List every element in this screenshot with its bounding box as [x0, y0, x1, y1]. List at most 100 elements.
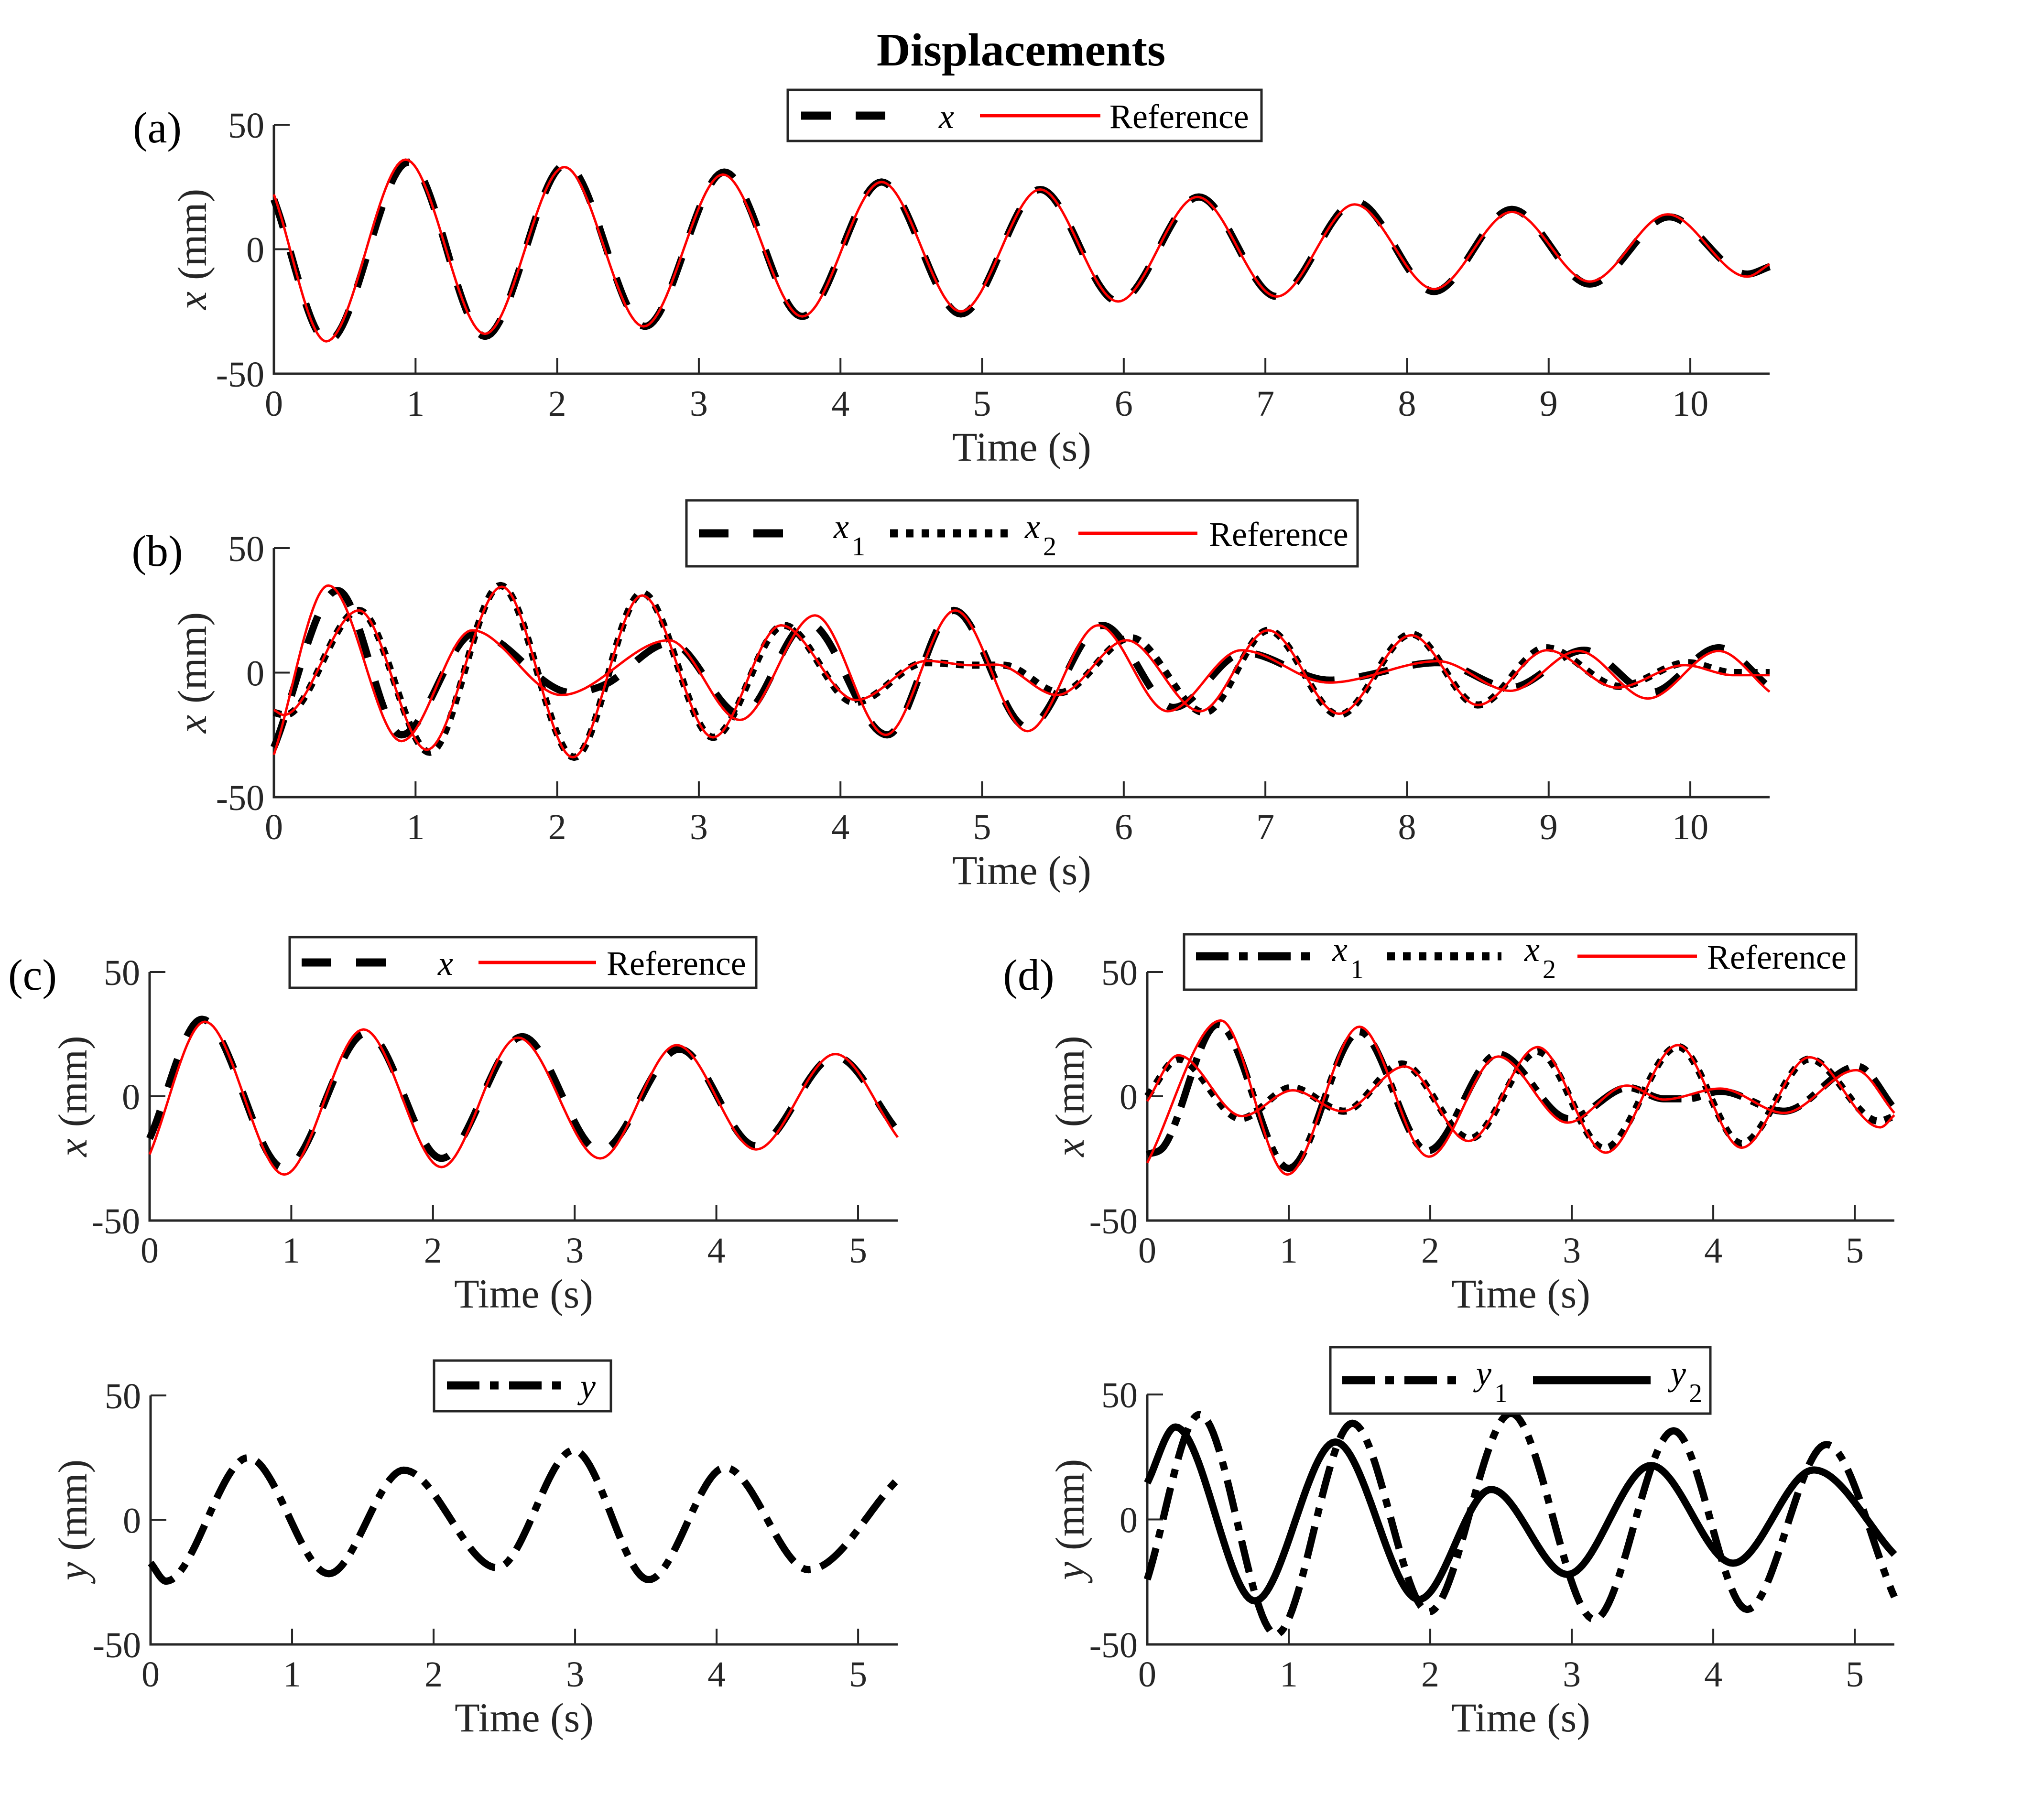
y-axis-label: x (mm)	[169, 189, 215, 311]
y-axis-label: y (mm)	[1047, 1459, 1093, 1584]
x-tick-label: 0	[141, 1654, 160, 1695]
x-tick-label: 0	[265, 807, 283, 847]
series-dotted-line	[271, 582, 1772, 761]
y-axis-label: y (mm)	[50, 1459, 96, 1584]
legend-label: x2	[1524, 930, 1556, 984]
x-tick-label: 5	[849, 1231, 867, 1271]
legend-label: Reference	[1109, 97, 1249, 136]
y-axis-label-variable: x	[1047, 1138, 1093, 1157]
legend-label-subscript: 2	[1543, 955, 1556, 984]
y-tick-label: 0	[122, 1077, 140, 1117]
y-tick-label: 0	[1120, 1077, 1138, 1117]
legend: y	[433, 1359, 612, 1413]
panel-label: (b)	[131, 527, 183, 575]
x-tick-label: 3	[1563, 1654, 1581, 1695]
legend-label-subscript: 1	[852, 532, 865, 562]
x-axis-label: Time (s)	[952, 424, 1091, 470]
y-tick-label: 50	[228, 106, 264, 146]
x-tick-label: 8	[1398, 384, 1416, 424]
legend-label: Reference	[1209, 515, 1348, 553]
x-tick-label: 4	[707, 1231, 726, 1271]
y-tick-label: -50	[92, 1201, 140, 1242]
x-tick-label: 9	[1540, 807, 1558, 847]
y-tick-label: -50	[1089, 1201, 1138, 1242]
x-tick-label: 2	[424, 1231, 442, 1271]
y-axis-label-unit: (mm)	[1047, 1459, 1093, 1550]
legend-label-subscript: 1	[1350, 955, 1364, 984]
legend-box	[1183, 933, 1858, 991]
legend-label-text: y	[1667, 1354, 1686, 1393]
legend-entry: x1	[699, 508, 865, 562]
y-axis-label-variable: x	[169, 292, 215, 311]
legend-label: y2	[1667, 1354, 1702, 1408]
x-tick-label: 1	[406, 384, 424, 424]
legend-entry: Reference	[980, 97, 1249, 136]
x-tick-label: 10	[1672, 807, 1708, 847]
x-tick-label: 4	[707, 1654, 726, 1695]
y-axis-label-unit: (mm)	[169, 612, 215, 703]
y-tick-label: -50	[216, 778, 264, 818]
y-axis-label-unit: (mm)	[50, 1036, 96, 1127]
x-tick-label: 0	[1138, 1231, 1156, 1271]
x-tick-label: 0	[265, 384, 283, 424]
legend-entry: x	[801, 97, 954, 136]
y-axis-label-variable: x	[169, 715, 215, 734]
plot-area	[1144, 1019, 1898, 1176]
x-tick-label: 6	[1115, 384, 1133, 424]
legend-label-subscript: 1	[1494, 1379, 1508, 1408]
y-tick-label: -50	[93, 1625, 141, 1665]
x-tick-label: 10	[1672, 384, 1708, 424]
x-tick-label: 5	[849, 1654, 867, 1695]
y-tick-label: 50	[1101, 953, 1138, 993]
y-tick-label: -50	[216, 355, 264, 395]
legend-label: x2	[1024, 508, 1056, 562]
y-axis-label: x (mm)	[169, 612, 215, 734]
x-axis-label: Time (s)	[454, 1271, 593, 1317]
x-axis-label: Time (s)	[952, 847, 1091, 893]
x-tick-label: 2	[1421, 1231, 1439, 1271]
legend-entry: Reference	[478, 944, 746, 983]
legend-label-text: Reference	[607, 944, 746, 983]
legend-label-text: x	[1024, 508, 1040, 546]
x-axis-label: Time (s)	[1451, 1271, 1590, 1317]
x-tick-label: 5	[973, 384, 991, 424]
legend-label: Reference	[607, 944, 746, 983]
legend-label-subscript: 2	[1689, 1379, 1702, 1408]
legend-label: x	[437, 944, 453, 983]
plot-area	[147, 1447, 901, 1585]
legend-label-text: x	[938, 97, 954, 136]
plot-area	[270, 158, 1772, 345]
x-tick-label: 8	[1398, 807, 1416, 847]
plot-area	[271, 582, 1772, 761]
x-tick-label: 3	[690, 807, 708, 847]
legend-label-text: x	[1332, 930, 1348, 969]
legend-entry: x1	[1196, 930, 1364, 984]
x-tick-label: 2	[548, 384, 566, 424]
x-tick-label: 1	[1280, 1654, 1298, 1695]
y-tick-label: 0	[123, 1501, 141, 1541]
legend-label: x1	[1332, 930, 1364, 984]
legend-label-text: Reference	[1707, 938, 1847, 976]
x-tick-label: 7	[1256, 384, 1274, 424]
legend-label: Reference	[1707, 938, 1847, 976]
x-tick-label: 4	[831, 807, 849, 847]
y-axis-label-variable: y	[50, 1562, 96, 1584]
x-tick-label: 5	[973, 807, 991, 847]
legend-label: y1	[1473, 1354, 1508, 1408]
legend-label-text: y	[1473, 1354, 1491, 1393]
y-tick-label: -50	[1089, 1625, 1138, 1665]
y-tick-label: 50	[228, 529, 264, 569]
y-axis-label: x (mm)	[1047, 1036, 1093, 1157]
legend-label-subscript: 2	[1043, 532, 1056, 562]
reference-line	[273, 585, 1770, 759]
plot-area	[146, 1016, 901, 1176]
x-tick-label: 1	[282, 1231, 300, 1271]
x-axis-label: Time (s)	[455, 1695, 594, 1740]
